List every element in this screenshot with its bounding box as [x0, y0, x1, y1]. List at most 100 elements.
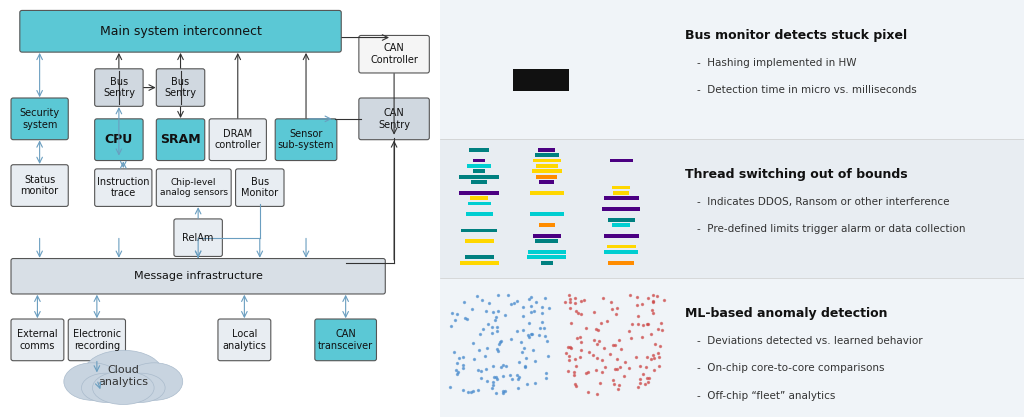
FancyBboxPatch shape — [218, 319, 270, 361]
Point — [514, 327, 530, 334]
Point — [639, 295, 655, 302]
Point — [485, 379, 502, 385]
Bar — [459, 191, 500, 195]
Text: Cloud
analytics: Cloud analytics — [98, 365, 148, 387]
Point — [447, 367, 464, 373]
Point — [485, 382, 502, 388]
FancyBboxPatch shape — [11, 98, 69, 140]
Point — [586, 337, 602, 343]
Point — [581, 348, 597, 355]
Point — [442, 322, 459, 329]
Text: CAN
Sentry: CAN Sentry — [378, 108, 410, 130]
Point — [525, 346, 542, 353]
Ellipse shape — [92, 371, 155, 404]
Point — [639, 354, 655, 360]
Ellipse shape — [126, 363, 182, 400]
Point — [488, 314, 505, 320]
Point — [495, 390, 511, 397]
Point — [514, 349, 530, 356]
FancyBboxPatch shape — [94, 119, 143, 161]
Point — [559, 367, 575, 374]
Point — [645, 299, 662, 306]
Point — [508, 298, 524, 305]
Point — [484, 309, 501, 316]
Point — [655, 296, 672, 303]
Point — [573, 339, 590, 345]
Bar — [612, 186, 630, 189]
Text: Bus
Monitor: Bus Monitor — [242, 177, 279, 198]
Point — [651, 354, 668, 361]
Point — [512, 339, 528, 345]
Point — [572, 354, 589, 361]
Point — [588, 367, 604, 374]
Point — [634, 301, 650, 308]
FancyBboxPatch shape — [11, 165, 69, 206]
Point — [498, 362, 514, 369]
Point — [581, 369, 597, 376]
Point — [483, 384, 500, 391]
Point — [593, 319, 609, 326]
Point — [450, 311, 466, 318]
Point — [634, 333, 650, 340]
Point — [645, 352, 662, 359]
Bar — [532, 234, 561, 238]
Point — [605, 377, 622, 384]
Point — [570, 310, 587, 317]
FancyBboxPatch shape — [19, 10, 341, 52]
Point — [610, 386, 627, 392]
Text: Thread switching out of bounds: Thread switching out of bounds — [685, 168, 908, 181]
Bar — [529, 191, 564, 195]
Text: -  Hashing implemented in HW: - Hashing implemented in HW — [697, 58, 857, 68]
Point — [488, 324, 505, 330]
Point — [538, 374, 554, 381]
Bar — [471, 180, 487, 184]
Text: Security
system: Security system — [19, 108, 59, 130]
Point — [517, 363, 534, 370]
Bar — [440, 278, 1024, 417]
Point — [577, 297, 593, 304]
Point — [473, 367, 489, 374]
Point — [463, 388, 479, 395]
Bar — [531, 169, 562, 173]
Point — [523, 293, 540, 300]
Text: -  Indicates DDOS, Ransom or other interference: - Indicates DDOS, Ransom or other interf… — [697, 197, 949, 207]
Point — [567, 308, 584, 314]
Point — [455, 362, 471, 369]
Point — [616, 373, 633, 379]
Point — [623, 334, 639, 341]
Point — [608, 305, 625, 311]
Point — [566, 294, 583, 301]
Point — [538, 370, 554, 377]
Point — [506, 299, 522, 306]
Point — [500, 291, 516, 298]
Point — [641, 374, 657, 381]
Point — [649, 326, 666, 333]
Point — [531, 325, 548, 332]
Point — [515, 312, 531, 319]
Bar — [473, 169, 485, 173]
Point — [477, 308, 494, 314]
Point — [483, 330, 500, 337]
Point — [444, 310, 461, 317]
Point — [557, 349, 573, 356]
Point — [609, 356, 626, 362]
Point — [449, 360, 465, 367]
Point — [590, 327, 606, 334]
Text: Local
analytics: Local analytics — [222, 329, 266, 351]
Point — [635, 370, 651, 377]
Point — [630, 383, 646, 390]
Point — [509, 328, 525, 334]
Point — [445, 348, 462, 355]
Point — [475, 326, 492, 332]
Bar — [465, 256, 494, 259]
Bar — [465, 239, 494, 243]
Text: CAN
Controller: CAN Controller — [370, 43, 418, 65]
Text: SRAM: SRAM — [160, 133, 201, 146]
Point — [567, 383, 584, 389]
Ellipse shape — [82, 373, 130, 402]
Text: Sensor
sub-system: Sensor sub-system — [278, 129, 334, 151]
Point — [643, 355, 659, 362]
Ellipse shape — [117, 373, 165, 402]
Point — [527, 380, 544, 387]
Point — [566, 300, 583, 307]
